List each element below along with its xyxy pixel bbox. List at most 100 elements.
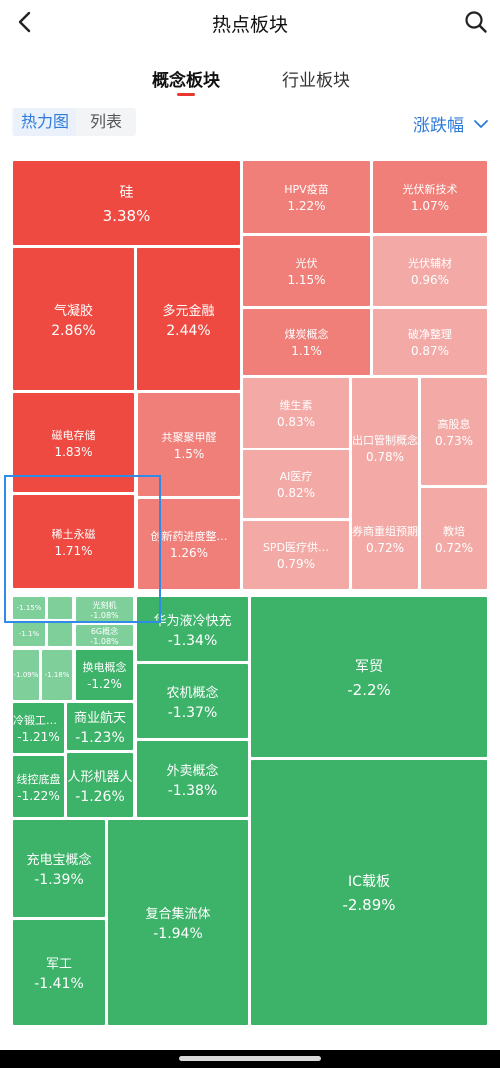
tile-change: 0.82% <box>276 486 316 500</box>
tab-concept-sectors[interactable]: 概念板块 <box>152 71 220 91</box>
tile-change: 2.44% <box>166 322 211 339</box>
view-heatmap-button[interactable]: 热力图 <box>14 108 76 136</box>
tile-name: 外卖概念 <box>166 763 219 779</box>
heatmap-tile[interactable]: 6G概念 -1.08% <box>76 625 133 646</box>
tile-name: 商业航天 <box>73 711 126 726</box>
tile-name: 复合集流体 <box>145 907 211 922</box>
tile-name: 光伏辅材 <box>408 257 452 270</box>
tile-change: 3.38% <box>102 206 151 225</box>
tile-name: 维生素 <box>279 399 313 412</box>
heatmap-tile[interactable]: 煤炭概念 1.1% <box>243 309 370 375</box>
heatmap-tile[interactable]: 券商重组预期 0.72% <box>352 488 418 589</box>
heatmap-tile[interactable]: 华为液冷快充 -1.34% <box>137 597 248 661</box>
tile-change: -1.22% <box>17 788 60 803</box>
tile-name: 高股息 <box>437 417 471 431</box>
heatmap-tile[interactable]: 人形机器人 -1.26% <box>67 753 133 817</box>
tile-name: 煤炭概念 <box>284 328 329 341</box>
heatmap-tile[interactable]: 光伏 1.15% <box>243 236 370 306</box>
tile-name: 券商重组预期 <box>352 524 418 538</box>
heatmap-tile[interactable]: 复合集流体 -1.94% <box>108 820 248 1025</box>
heatmap-tile[interactable] <box>48 622 72 646</box>
heatmap-tile[interactable]: 稀土永磁 1.71% <box>13 495 134 588</box>
tile-name: 人形机器人 <box>67 769 133 785</box>
tile-name: 光伏新技术 <box>402 183 458 196</box>
heatmap-tile[interactable]: 高股息 0.73% <box>421 378 487 485</box>
tile-change: -1.39% <box>34 872 84 888</box>
heatmap-tile[interactable]: 外卖概念 -1.38% <box>137 741 248 817</box>
sort-dropdown[interactable]: 涨跌幅 <box>413 111 488 136</box>
tile-change: 1.83% <box>54 444 93 459</box>
heatmap-tile[interactable]: -1.15% <box>13 597 45 619</box>
header: 热点板块 <box>0 0 500 44</box>
heatmap-tile[interactable]: 创新药进度整… 1.26% <box>138 499 240 589</box>
heatmap-tile[interactable]: -1.1% <box>13 622 45 646</box>
view-list-button[interactable]: 列表 <box>89 112 122 131</box>
tile-name: AI医疗 <box>279 470 313 483</box>
tile-name: 光刻机 <box>92 600 117 610</box>
heatmap-tile[interactable]: 磁电存储 1.83% <box>13 393 134 492</box>
tile-change: 1.1% <box>291 344 322 358</box>
heatmap-tile[interactable]: 线控底盘 -1.22% <box>13 756 64 817</box>
tile-name: 军工 <box>45 957 72 972</box>
heatmap-tile[interactable]: 光伏新技术 1.07% <box>373 161 487 233</box>
heatmap-tile[interactable]: 多元金融 2.44% <box>137 248 240 390</box>
heatmap-tile[interactable]: IC载板 -2.89% <box>251 760 487 1025</box>
tile-change: 0.73% <box>434 433 474 448</box>
heatmap-tile[interactable]: -1.18% <box>42 650 72 700</box>
heatmap-tile[interactable]: 共聚聚甲醛 1.5% <box>138 393 240 496</box>
search-icon[interactable] <box>462 8 490 36</box>
heatmap-tile[interactable] <box>48 597 72 619</box>
tile-name: 军贸 <box>355 658 383 675</box>
tile-name: 充电宝概念 <box>26 853 92 868</box>
heatmap-tile[interactable]: 军工 -1.41% <box>13 920 105 1025</box>
tile-change: -1.23% <box>75 730 125 746</box>
tile-name: SPD医疗供… <box>262 541 330 554</box>
heatmap-tile[interactable]: 教培 0.72% <box>421 488 487 589</box>
tile-change: 0.83% <box>276 415 316 429</box>
tile-change: -1.08% <box>90 636 119 646</box>
tile-change: -1.21% <box>17 730 60 744</box>
heatmap-tile[interactable]: 商业航天 -1.23% <box>67 703 133 750</box>
heatmap-tile[interactable]: 农机概念 -1.37% <box>137 664 248 738</box>
tile-name: 6G概念 <box>90 626 119 636</box>
tile-change: -1.1% <box>18 630 40 638</box>
tile-name: 光伏 <box>295 257 318 270</box>
tile-name: 稀土永磁 <box>51 527 96 541</box>
tile-name: 冷锻工艺概念 <box>13 714 64 727</box>
heatmap-tile[interactable]: 换电概念 -1.2% <box>76 650 133 700</box>
heatmap-tile[interactable]: 冷锻工艺概念 -1.21% <box>13 703 64 753</box>
heatmap-tile[interactable]: 维生素 0.83% <box>243 378 349 448</box>
heatmap-tile[interactable]: HPV疫苗 1.22% <box>243 161 370 233</box>
tile-name: 破净整理 <box>408 328 452 341</box>
heatmap-tile[interactable]: 硅 3.38% <box>13 161 240 245</box>
tile-change: 1.22% <box>287 199 326 213</box>
heatmap-tile[interactable]: 光刻机 -1.08% <box>76 597 133 622</box>
heatmap-tile[interactable]: 充电宝概念 -1.39% <box>13 820 105 917</box>
heatmap-tile[interactable]: AI医疗 0.82% <box>243 450 349 518</box>
tile-change: -1.34% <box>167 632 218 649</box>
tile-change: -1.18% <box>44 671 70 679</box>
tile-change: 1.07% <box>410 199 450 213</box>
sort-label: 涨跌幅 <box>413 116 464 136</box>
tile-name: 换电概念 <box>82 661 127 674</box>
tile-name: 创新药进度整… <box>150 530 228 543</box>
home-indicator[interactable] <box>179 1056 321 1061</box>
tile-change: 0.72% <box>434 540 474 555</box>
tile-change: -1.15% <box>16 604 42 612</box>
tile-name: HPV疫苗 <box>284 183 329 196</box>
tab-industry-sectors[interactable]: 行业板块 <box>282 71 350 91</box>
heatmap-tile[interactable]: SPD医疗供… 0.79% <box>243 521 349 589</box>
tile-change: -1.41% <box>34 976 84 992</box>
back-arrow-icon[interactable] <box>12 8 40 36</box>
heatmap-tile[interactable]: 光伏辅材 0.96% <box>373 236 487 306</box>
heatmap-tile[interactable]: 破净整理 0.87% <box>373 309 487 375</box>
heatmap-tile[interactable]: 气凝胶 2.86% <box>13 248 134 390</box>
tile-name: 磁电存储 <box>51 428 96 442</box>
tile-change: -1.26% <box>75 788 125 805</box>
heatmap-tile[interactable]: -1.09% <box>13 650 39 700</box>
tile-change: -2.2% <box>347 680 391 699</box>
tile-name: 气凝胶 <box>53 303 93 319</box>
tile-change: -1.38% <box>167 782 218 799</box>
tile-name: 共聚聚甲醛 <box>161 430 217 444</box>
heatmap-tile[interactable]: 军贸 -2.2% <box>251 597 487 757</box>
